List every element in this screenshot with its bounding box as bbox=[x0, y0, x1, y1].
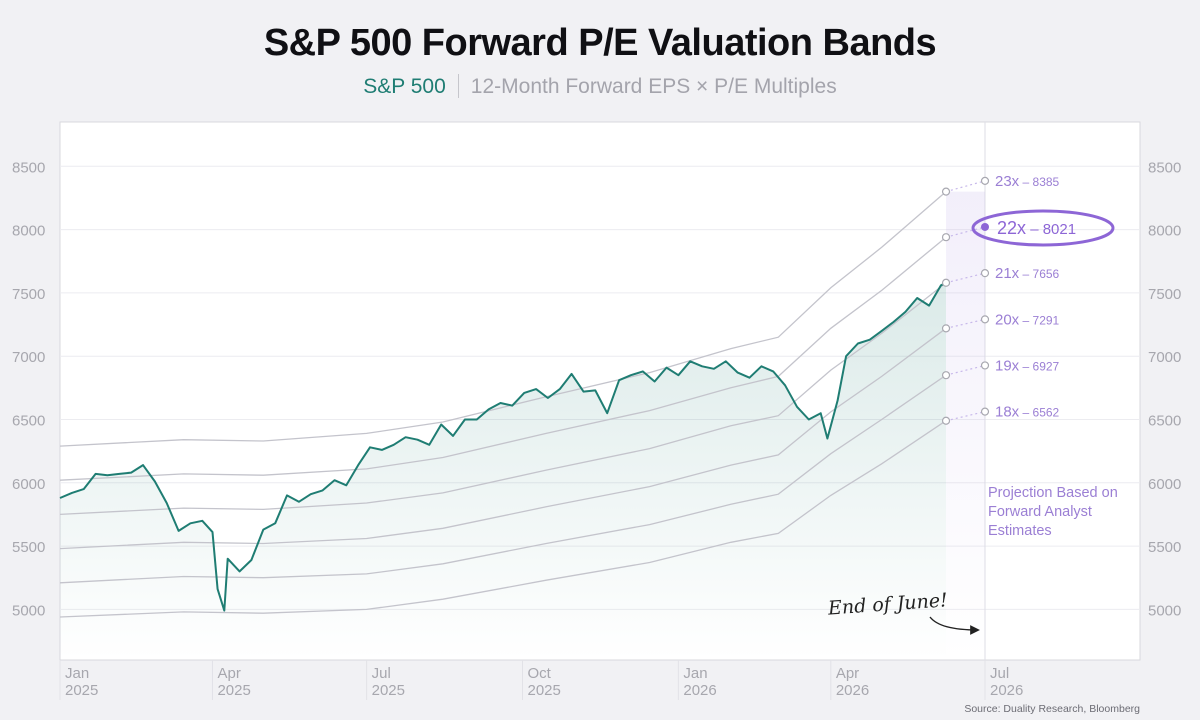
x-tick-month: Jan bbox=[65, 665, 89, 682]
projection-connector-23x bbox=[945, 180, 986, 193]
y-tick-label-right: 6500 bbox=[1148, 412, 1181, 429]
x-tick-month: Oct bbox=[528, 665, 552, 682]
target-marker-22x bbox=[981, 222, 989, 231]
projection-connector-19x bbox=[945, 364, 986, 376]
x-tick-year: 2026 bbox=[683, 682, 716, 699]
y-tick-label-right: 5500 bbox=[1148, 539, 1181, 556]
projection-note-line: Forward Analyst bbox=[988, 504, 1092, 520]
target-marker-18x bbox=[980, 407, 990, 416]
band-multiple: 19x bbox=[995, 357, 1020, 374]
band-value: – 7291 bbox=[1019, 313, 1059, 327]
band-end-marker bbox=[941, 233, 951, 242]
chart-title: S&P 500 Forward P/E Valuation Bands bbox=[263, 22, 937, 64]
band-value: – 6562 bbox=[1019, 406, 1059, 420]
band-value: – 8021 bbox=[1026, 221, 1076, 238]
y-tick-label-left: 8500 bbox=[12, 159, 45, 176]
band-value: – 6927 bbox=[1019, 359, 1059, 373]
y-tick-label-left: 6500 bbox=[12, 412, 45, 429]
target-marker-19x bbox=[980, 361, 990, 370]
band-multiple: 18x bbox=[995, 404, 1020, 421]
subtitle-series-label: S&P 500 bbox=[363, 75, 446, 98]
x-tick-month: Apr bbox=[836, 665, 859, 682]
x-tick-year: 2025 bbox=[65, 682, 98, 699]
projection-connector-20x bbox=[945, 318, 986, 329]
band-value: – 8385 bbox=[1019, 175, 1059, 189]
band-multiple: 21x bbox=[995, 265, 1020, 282]
index-area-fill bbox=[60, 282, 946, 660]
y-tick-label-left: 7000 bbox=[12, 349, 45, 366]
x-tick-month: Jul bbox=[990, 665, 1009, 682]
target-marker-20x bbox=[980, 315, 990, 324]
y-tick-label-left: 5500 bbox=[12, 539, 45, 556]
projection-connector-21x bbox=[945, 272, 986, 284]
band-label-20x: 20x – 7291 bbox=[995, 311, 1060, 328]
x-tick-year: 2026 bbox=[836, 682, 869, 699]
highlight-ring bbox=[971, 209, 1115, 247]
band-end-marker bbox=[941, 416, 951, 425]
band-label-19x: 19x – 6927 bbox=[995, 357, 1060, 374]
chart-subtitle: S&P 500 12-Month Forward EPS × P/E Multip… bbox=[0, 74, 1200, 99]
band-label-22x: 22x – 8021 bbox=[997, 218, 1076, 238]
x-tick-year: 2025 bbox=[528, 682, 561, 699]
projection-connector-22x bbox=[945, 226, 986, 238]
band-label-18x: 18x – 6562 bbox=[995, 404, 1060, 421]
y-tick-label-left: 7500 bbox=[12, 286, 45, 303]
y-tick-label-right: 7500 bbox=[1148, 286, 1181, 303]
subtitle-separator bbox=[457, 74, 459, 98]
y-tick-label-right: 8500 bbox=[1148, 159, 1181, 176]
band-multiple: 20x bbox=[995, 311, 1020, 328]
band-label-23x: 23x – 8385 bbox=[995, 173, 1060, 190]
band-line-23x bbox=[59, 191, 947, 447]
band-end-marker bbox=[941, 278, 951, 287]
band-value: – 7656 bbox=[1019, 267, 1059, 281]
subtitle-description: 12-Month Forward EPS × P/E Multiples bbox=[470, 75, 837, 98]
band-line-18x bbox=[59, 420, 947, 618]
band-end-marker bbox=[941, 371, 951, 380]
projection-zone bbox=[946, 191, 985, 660]
y-tick-label-left: 6000 bbox=[12, 476, 45, 493]
target-marker-21x bbox=[980, 269, 990, 278]
sp500-line bbox=[59, 281, 947, 612]
band-end-marker bbox=[941, 324, 951, 333]
end-of-june-arrow bbox=[929, 616, 980, 635]
target-marker-23x bbox=[980, 176, 990, 185]
band-line-20x bbox=[59, 327, 947, 550]
band-multiple: 23x bbox=[995, 173, 1020, 190]
projection-note-line: Estimates bbox=[988, 523, 1052, 539]
x-tick-month: Apr bbox=[217, 665, 240, 682]
y-tick-label-left: 5000 bbox=[12, 602, 45, 619]
y-tick-label-right: 7000 bbox=[1148, 349, 1181, 366]
projection-note-line: Projection Based on bbox=[988, 485, 1118, 501]
y-tick-label-right: 8000 bbox=[1148, 223, 1181, 240]
y-tick-label-right: 5000 bbox=[1148, 602, 1181, 619]
band-label-21x: 21x – 7656 bbox=[995, 265, 1060, 282]
band-line-21x bbox=[59, 282, 947, 516]
x-tick-year: 2025 bbox=[372, 682, 405, 699]
band-line-19x bbox=[59, 374, 947, 584]
band-multiple: 22x bbox=[997, 218, 1026, 238]
y-tick-label-left: 8000 bbox=[12, 223, 45, 240]
x-tick-year: 2025 bbox=[217, 682, 250, 699]
band-line-22x bbox=[59, 236, 947, 481]
projection-connector-18x bbox=[945, 411, 986, 422]
x-tick-month: Jul bbox=[372, 665, 391, 682]
source-note: Source: Duality Research, Bloomberg bbox=[964, 703, 1140, 715]
x-tick-month: Jan bbox=[683, 665, 707, 682]
y-tick-label-right: 6000 bbox=[1148, 476, 1181, 493]
x-tick-year: 2026 bbox=[990, 682, 1023, 699]
band-end-marker bbox=[941, 187, 951, 196]
